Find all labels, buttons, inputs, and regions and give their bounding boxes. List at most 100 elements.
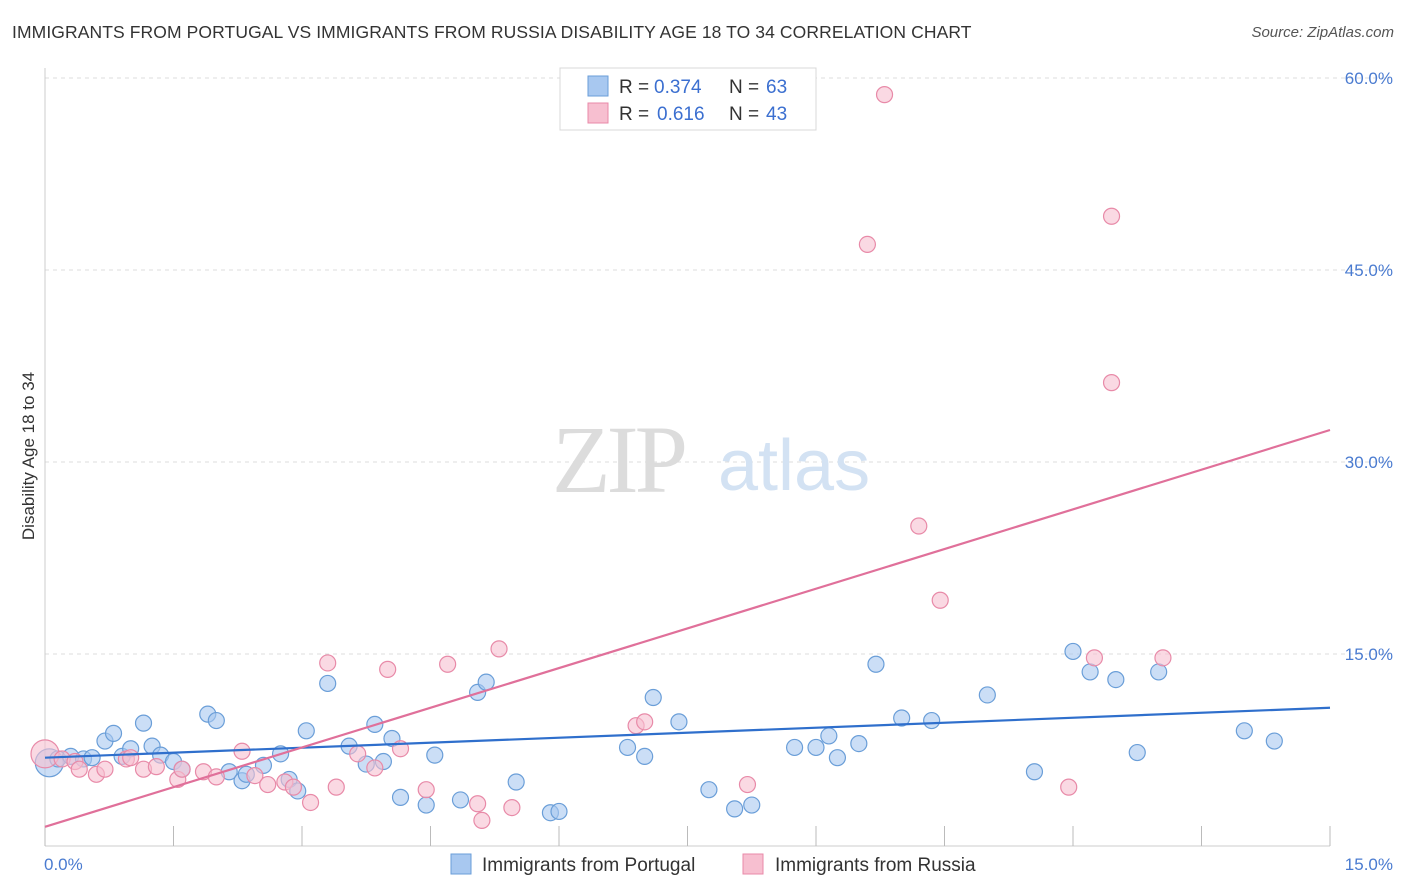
data-point-russia bbox=[503, 798, 521, 817]
legend-r-label-portugal: R = bbox=[619, 77, 649, 98]
y-tick-label: 15.0% bbox=[1345, 645, 1393, 664]
watermark-atlas: atlas bbox=[718, 426, 870, 506]
data-point-portugal bbox=[550, 802, 568, 821]
data-point-russia bbox=[259, 775, 277, 794]
data-point-russia bbox=[469, 795, 487, 813]
x-tick-label: 15.0% bbox=[1345, 855, 1393, 874]
data-point-russia bbox=[738, 775, 757, 794]
data-point-russia bbox=[349, 745, 367, 763]
watermark: ZIP atlas bbox=[552, 406, 870, 513]
bottom-legend-label-russia: Immigrants from Russia bbox=[775, 855, 976, 876]
y-tick-label: 45.0% bbox=[1345, 261, 1393, 280]
data-point-portugal bbox=[828, 749, 847, 767]
trend-line-portugal bbox=[44, 706, 1331, 759]
source-credit: Source: ZipAtlas.com bbox=[1251, 24, 1394, 41]
grid-lines bbox=[45, 77, 1390, 655]
axes bbox=[44, 68, 1331, 847]
data-point-russia bbox=[30, 739, 60, 769]
legend-r-value-portugal: 0.374 bbox=[654, 77, 702, 98]
data-point-portugal bbox=[426, 746, 444, 764]
data-point-russia bbox=[147, 758, 165, 776]
data-point-russia bbox=[70, 760, 88, 778]
data-point-portugal bbox=[1265, 732, 1283, 750]
data-point-russia bbox=[910, 517, 928, 535]
data-point-portugal bbox=[1064, 642, 1082, 661]
data-point-portugal bbox=[636, 747, 654, 766]
legend-swatch-portugal bbox=[587, 75, 609, 97]
data-point-portugal bbox=[83, 749, 101, 767]
data-point-portugal bbox=[134, 714, 153, 732]
data-point-portugal bbox=[820, 727, 838, 745]
data-point-russia bbox=[1060, 778, 1078, 796]
data-point-russia bbox=[1154, 649, 1172, 667]
x-tick-labels: 0.0% 15.0% bbox=[44, 855, 1393, 874]
data-point-russia bbox=[931, 591, 949, 609]
data-point-russia bbox=[490, 640, 508, 658]
y-tick-label: 60.0% bbox=[1345, 69, 1393, 88]
y-tick-labels: 15.0% 30.0% 45.0% 60.0% bbox=[1345, 69, 1393, 664]
data-point-portugal bbox=[507, 773, 525, 791]
bottom-legend-label-portugal: Immigrants from Portugal bbox=[482, 855, 695, 876]
data-point-portugal bbox=[726, 800, 744, 818]
legend-swatch-russia bbox=[587, 102, 609, 124]
data-point-portugal bbox=[104, 724, 123, 742]
y-axis-label: Disability Age 18 to 34 bbox=[19, 372, 38, 540]
data-point-russia bbox=[284, 778, 303, 796]
data-point-portugal bbox=[807, 738, 825, 757]
bottom-legend-swatch-portugal bbox=[450, 853, 472, 875]
bottom-legend-swatch-russia bbox=[742, 853, 764, 875]
data-point-russia bbox=[439, 655, 457, 673]
data-point-portugal bbox=[417, 796, 435, 814]
data-point-russia bbox=[379, 660, 397, 678]
legend-n-label-portugal: N = bbox=[729, 77, 759, 98]
data-point-russia bbox=[858, 235, 877, 253]
watermark-zip: ZIP bbox=[552, 406, 685, 513]
series-portugal-points bbox=[34, 642, 1283, 822]
data-point-russia bbox=[473, 811, 491, 830]
data-point-portugal bbox=[923, 711, 941, 730]
legend-r-label-russia: R = bbox=[619, 104, 649, 125]
data-point-russia bbox=[1102, 207, 1121, 225]
data-point-portugal bbox=[893, 709, 911, 727]
data-point-portugal bbox=[451, 791, 470, 809]
data-point-portugal bbox=[785, 738, 804, 757]
data-point-russia bbox=[122, 749, 140, 767]
trend-lines bbox=[44, 428, 1331, 828]
data-point-russia bbox=[417, 781, 435, 799]
data-point-russia bbox=[246, 766, 264, 785]
data-point-portugal bbox=[319, 674, 337, 693]
legend-n-value-russia: 43 bbox=[766, 104, 787, 125]
data-point-russia bbox=[1102, 374, 1121, 392]
data-point-portugal bbox=[618, 738, 637, 757]
data-point-portugal bbox=[644, 688, 662, 707]
data-point-portugal bbox=[1025, 763, 1044, 781]
data-point-portugal bbox=[1235, 722, 1253, 740]
data-point-russia bbox=[173, 760, 191, 778]
legend-n-label-russia: N = bbox=[729, 104, 759, 125]
data-point-russia bbox=[1085, 649, 1104, 667]
x-tick-label: 0.0% bbox=[44, 855, 83, 874]
data-point-portugal bbox=[978, 686, 996, 704]
correlation-legend: R = 0.374 N = 63 R = 0.616 N = 43 bbox=[559, 67, 817, 131]
data-point-portugal bbox=[700, 781, 718, 799]
legend-n-value-portugal: 63 bbox=[766, 77, 787, 98]
data-point-russia bbox=[301, 793, 320, 812]
data-point-russia bbox=[366, 759, 384, 777]
data-point-portugal bbox=[670, 713, 688, 731]
data-point-portugal bbox=[297, 722, 315, 740]
chart-title: IMMIGRANTS FROM PORTUGAL VS IMMIGRANTS F… bbox=[12, 22, 972, 42]
data-point-russia bbox=[875, 86, 894, 104]
data-point-russia bbox=[327, 778, 345, 796]
y-tick-label: 30.0% bbox=[1345, 453, 1393, 472]
data-point-portugal bbox=[207, 711, 225, 730]
series-russia-points bbox=[30, 86, 1172, 830]
data-point-portugal bbox=[1128, 743, 1146, 762]
data-point-portugal bbox=[850, 734, 868, 753]
data-point-russia bbox=[319, 654, 337, 672]
data-point-portugal bbox=[743, 796, 761, 814]
data-point-portugal bbox=[1107, 670, 1125, 689]
data-point-russia bbox=[636, 713, 654, 731]
trend-line-russia bbox=[44, 428, 1331, 828]
data-point-russia bbox=[96, 760, 114, 778]
